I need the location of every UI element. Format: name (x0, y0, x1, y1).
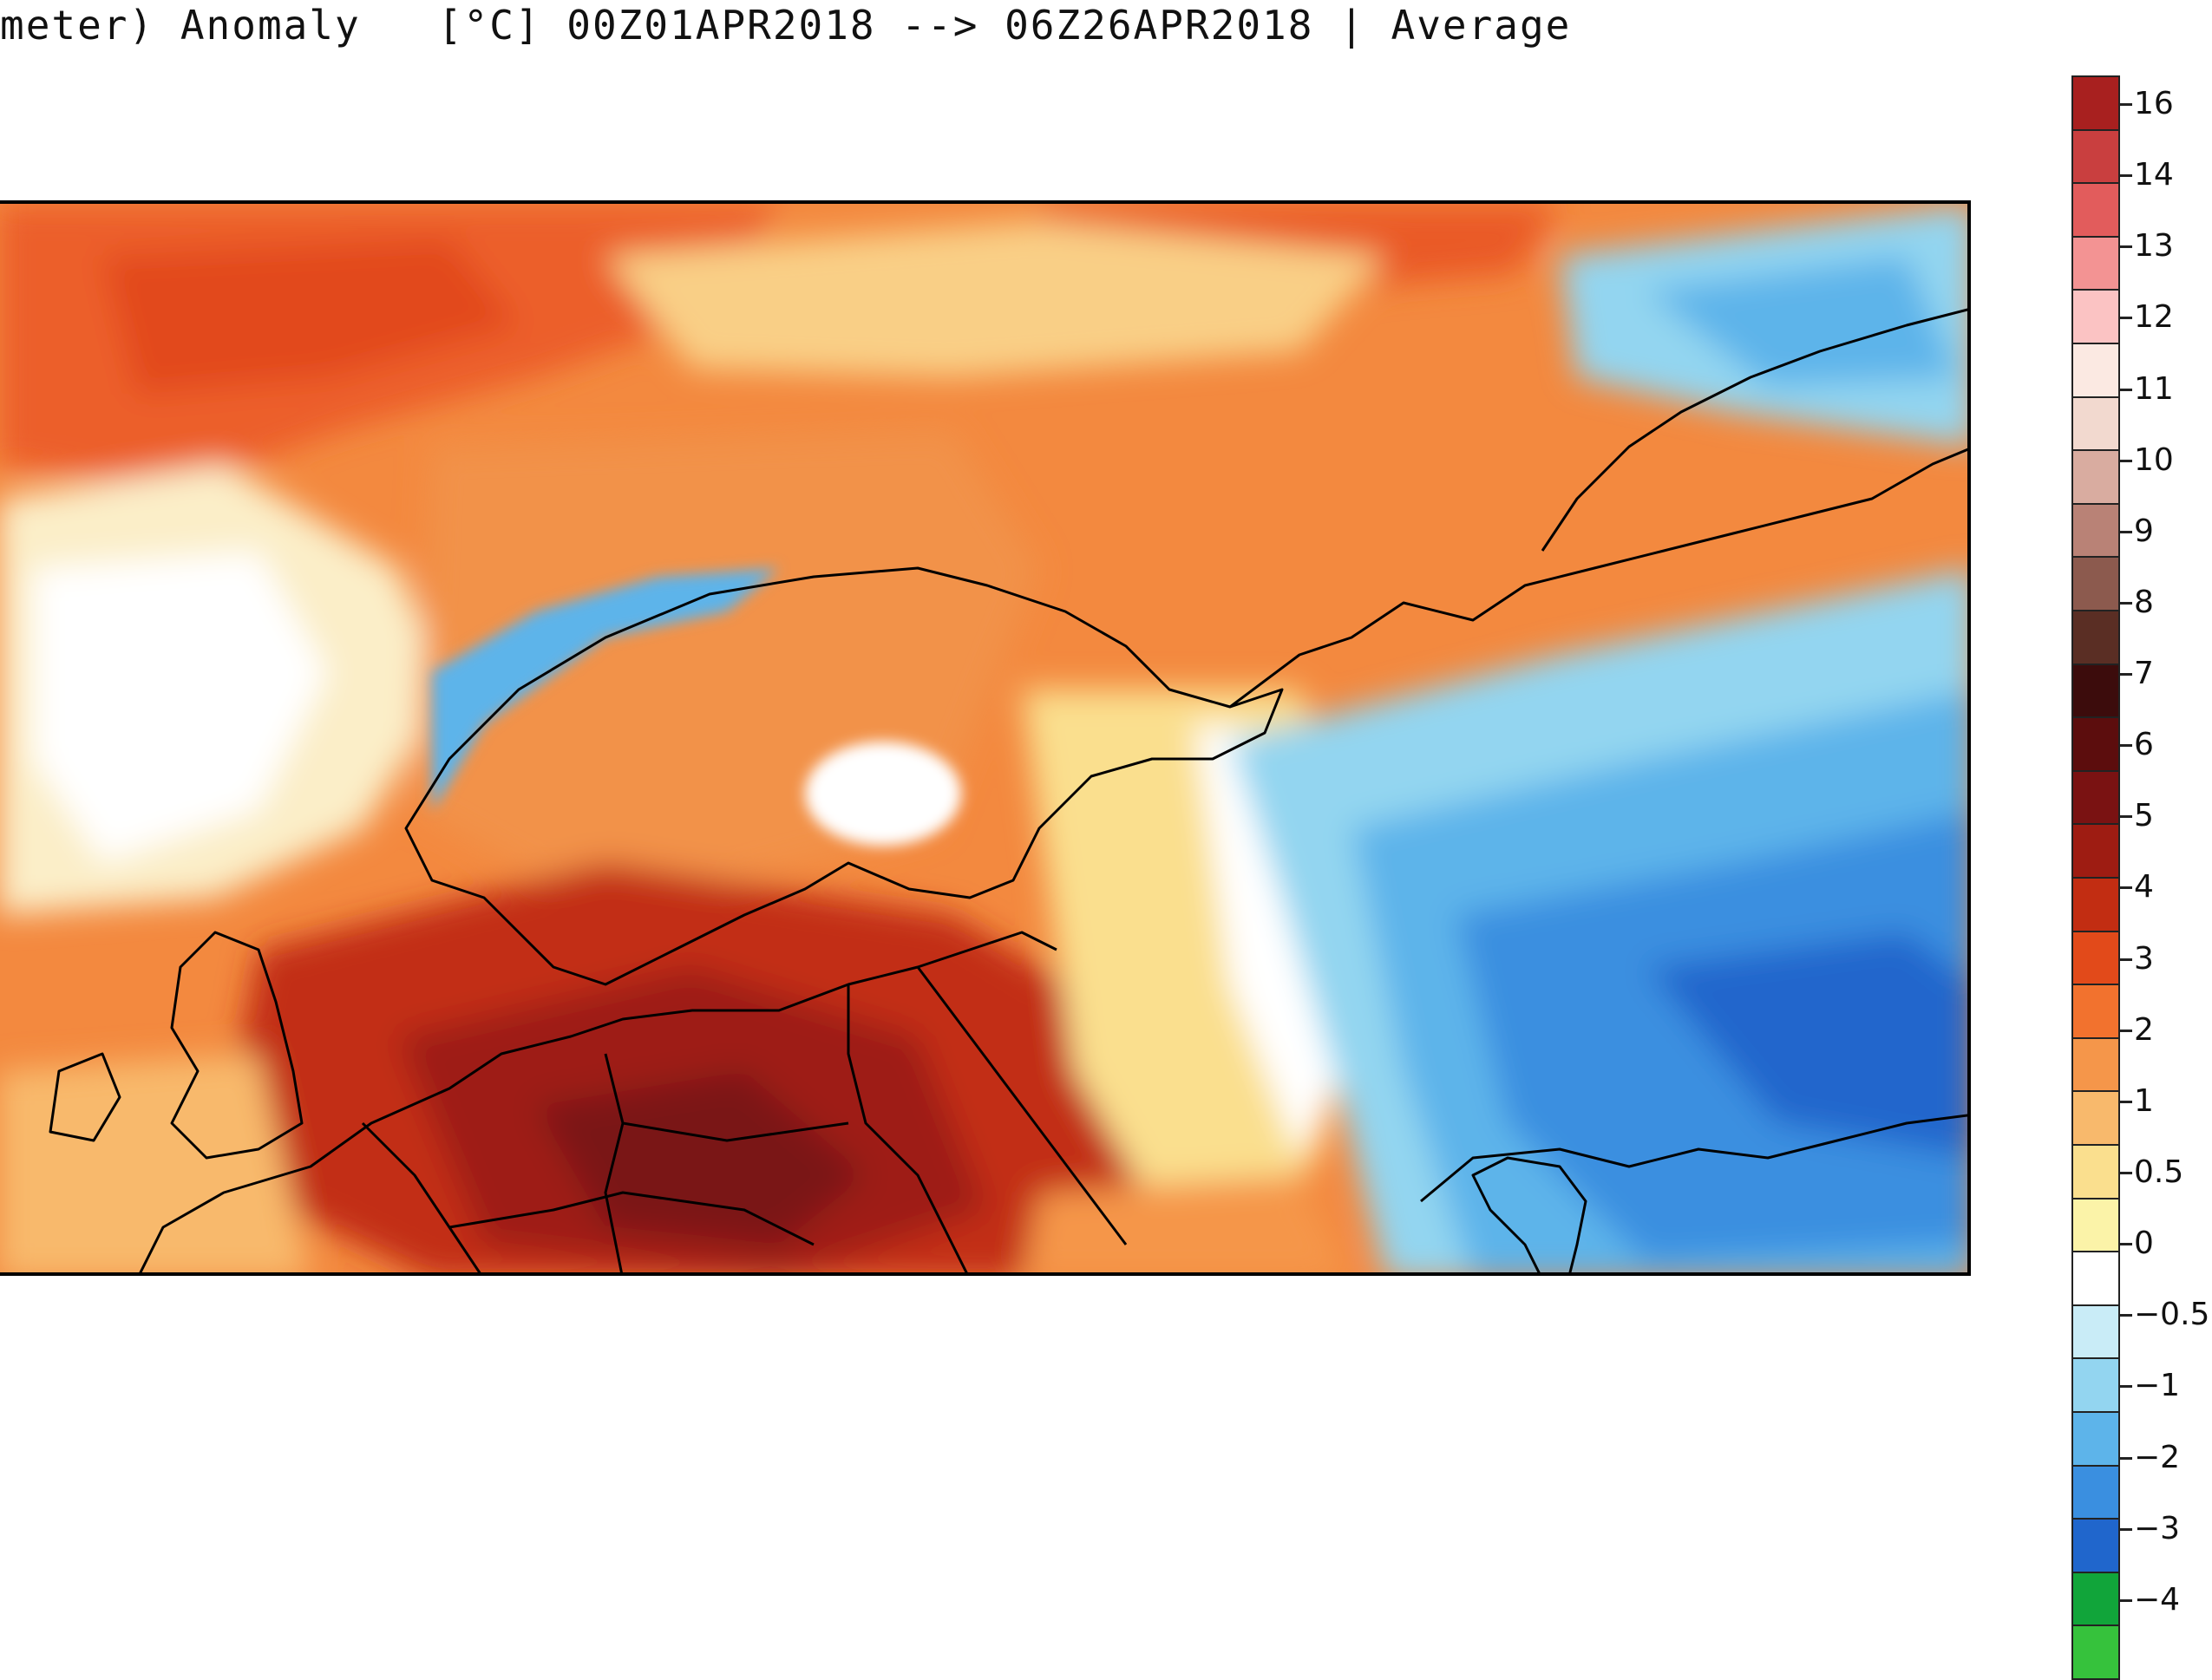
colorbar-swatch (2071, 1304, 2120, 1360)
colorbar-label: 0.5 (2134, 1154, 2184, 1190)
colorbar-swatch (2071, 1090, 2120, 1146)
colorbar-label: 9 (2134, 513, 2154, 549)
colorbar-swatch (2071, 556, 2120, 611)
colorbar-swatch (2071, 877, 2120, 932)
colorbar-tick (2120, 459, 2132, 462)
chart-title: meter) Anomaly [°C] 00Z01APR2018 --> 06Z… (0, 2, 1572, 49)
country-border (847, 984, 968, 1272)
novaya-zemlya-coastline (1541, 308, 1967, 552)
colorbar-swatch (2071, 395, 2120, 452)
colorbar-label: 1 (2134, 1082, 2154, 1119)
colorbar-label: 6 (2134, 727, 2154, 763)
colorbar-tick (2120, 1243, 2132, 1246)
country-border (604, 1053, 625, 1272)
colorbar-label: 12 (2134, 299, 2174, 336)
colorbar-swatch (2071, 449, 2120, 505)
colorbar-tick (2120, 1527, 2132, 1531)
colorbar-tick (2120, 245, 2132, 249)
colorbar-swatch (2071, 1251, 2120, 1306)
colorbar-label: −0.5 (2134, 1297, 2210, 1333)
colorbar-swatch (2071, 502, 2120, 559)
colorbar-swatch (2071, 1624, 2120, 1680)
colorbar-tick (2120, 103, 2132, 106)
colorbar-swatch (2071, 1036, 2120, 1093)
colorbar-label: 2 (2134, 1011, 2154, 1048)
colorbar-label: 5 (2134, 798, 2154, 834)
colorbar-swatch (2071, 823, 2120, 879)
colorbar-swatch (2071, 128, 2120, 185)
colorbar-label: 11 (2134, 370, 2174, 407)
country-border (916, 966, 1128, 1245)
colorbar-swatch (2071, 1197, 2120, 1253)
colorbar-tick (2120, 174, 2132, 178)
colorbar-label: −4 (2134, 1581, 2181, 1618)
country-border (361, 1121, 481, 1272)
colorbar-label: 13 (2134, 228, 2174, 265)
colorbar-label: 7 (2134, 656, 2154, 692)
colorbar-tick (2120, 673, 2132, 677)
continental-coastline (139, 931, 1057, 1272)
colorbar-tick (2120, 388, 2132, 391)
colorbar-label: 16 (2134, 86, 2174, 121)
colorbar-label: 4 (2134, 869, 2154, 905)
colorbar-swatch (2071, 930, 2120, 986)
colorbar-label: 0 (2134, 1226, 2154, 1262)
colorbar-tick (2120, 1598, 2132, 1602)
colorbar-swatch (2071, 1357, 2120, 1413)
colorbar-label: −3 (2134, 1510, 2181, 1546)
colorbar-tick (2120, 1314, 2132, 1317)
arctic-coastline (1229, 448, 1967, 709)
colorbar-swatch (2071, 769, 2120, 826)
caspian-coastline (1471, 1156, 1587, 1272)
colorbar-swatch (2071, 716, 2120, 772)
colorbar-label: 10 (2134, 441, 2174, 478)
colorbar-label: −1 (2134, 1368, 2181, 1404)
colorbar-swatch (2071, 289, 2120, 344)
colorbar-swatch (2071, 75, 2120, 131)
colorbar-tick (2120, 958, 2132, 961)
colorbar-swatch (2071, 1571, 2120, 1627)
colorbar-tick (2120, 601, 2132, 605)
colorbar-label: 8 (2134, 584, 2154, 620)
colorbar-swatch (2071, 610, 2120, 665)
britain-coastline (170, 931, 304, 1160)
country-border (1420, 1114, 1967, 1203)
scandinavia-coastline (404, 566, 1284, 986)
colorbar-tick (2120, 1385, 2132, 1389)
colorbar-swatch (2071, 1464, 2120, 1520)
colorbar-tick (2120, 1029, 2132, 1032)
colorbar-swatch (2071, 984, 2120, 1039)
colorbar-swatch (2071, 1144, 2120, 1200)
ireland-coastline (49, 1052, 121, 1142)
colorbar-swatch (2071, 1518, 2120, 1573)
colorbar-tick (2120, 815, 2132, 819)
colorbar-swatch (2071, 663, 2120, 719)
colorbar-swatch (2071, 343, 2120, 398)
colorbar-tick (2120, 1172, 2132, 1174)
country-border (448, 1191, 815, 1246)
colorbar-tick (2120, 1456, 2132, 1460)
colorbar-tick (2120, 886, 2132, 890)
colorbar-tick (2120, 1100, 2132, 1103)
anomaly-map (0, 200, 1971, 1276)
colorbar-label: −2 (2134, 1439, 2181, 1475)
colorbar-tick (2120, 317, 2132, 320)
colorbar-swatch (2071, 1411, 2120, 1467)
country-border (622, 1121, 849, 1142)
colorbar-tick (2120, 744, 2132, 748)
colorbar-label: 3 (2134, 940, 2154, 977)
colorbar-label: 14 (2134, 157, 2174, 193)
colorbar-tick (2120, 530, 2132, 533)
colorbar-swatch (2071, 235, 2120, 291)
colorbar-swatch (2071, 182, 2120, 238)
